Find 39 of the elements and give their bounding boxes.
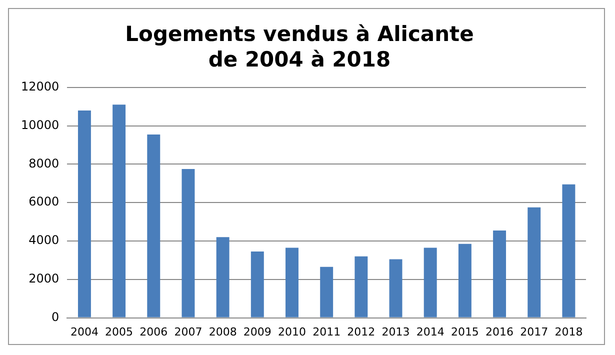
bar <box>78 110 91 318</box>
x-tick-label: 2014 <box>416 325 444 338</box>
x-tick-label: 2007 <box>174 325 202 338</box>
x-tick-label: 2015 <box>450 325 479 338</box>
x-tick-label: 2008 <box>208 325 237 338</box>
bar <box>528 207 541 318</box>
x-tick-label: 2010 <box>278 325 306 338</box>
y-tick-label: 12000 <box>20 80 60 94</box>
y-tick-label: 0 <box>52 310 60 324</box>
y-tick-label: 4000 <box>28 233 60 248</box>
y-tick-label: 10000 <box>20 118 60 132</box>
bar <box>182 169 195 318</box>
y-tick-label: 2000 <box>28 272 60 286</box>
x-tick-label: 2016 <box>486 325 514 338</box>
bar <box>493 230 506 318</box>
y-tick-label: 8000 <box>28 156 60 170</box>
x-tick-label: 2009 <box>243 325 272 338</box>
x-tick-label: 2006 <box>140 325 168 338</box>
x-tick-label: 2012 <box>347 325 376 338</box>
x-tick-label: 2005 <box>105 325 134 338</box>
bar <box>216 237 230 318</box>
text: de 2004 à 2018 <box>208 47 391 72</box>
x-tick-label: 2004 <box>70 325 98 338</box>
bar <box>562 184 576 318</box>
bar <box>250 252 264 318</box>
bar <box>458 244 472 318</box>
x-tick-label: 2011 <box>312 325 341 338</box>
text: Logements vendus à Alicante <box>125 22 474 46</box>
x-tick-label: 2018 <box>554 325 583 338</box>
bar <box>389 259 402 318</box>
bar <box>147 134 160 318</box>
bar <box>320 266 334 318</box>
x-tick-label: 2017 <box>520 325 548 338</box>
bar <box>112 104 126 318</box>
x-tick-label: 2013 <box>382 325 410 338</box>
y-tick-label: 6000 <box>28 194 60 209</box>
bar <box>354 256 368 318</box>
bar <box>424 248 437 318</box>
bar <box>286 248 298 318</box>
